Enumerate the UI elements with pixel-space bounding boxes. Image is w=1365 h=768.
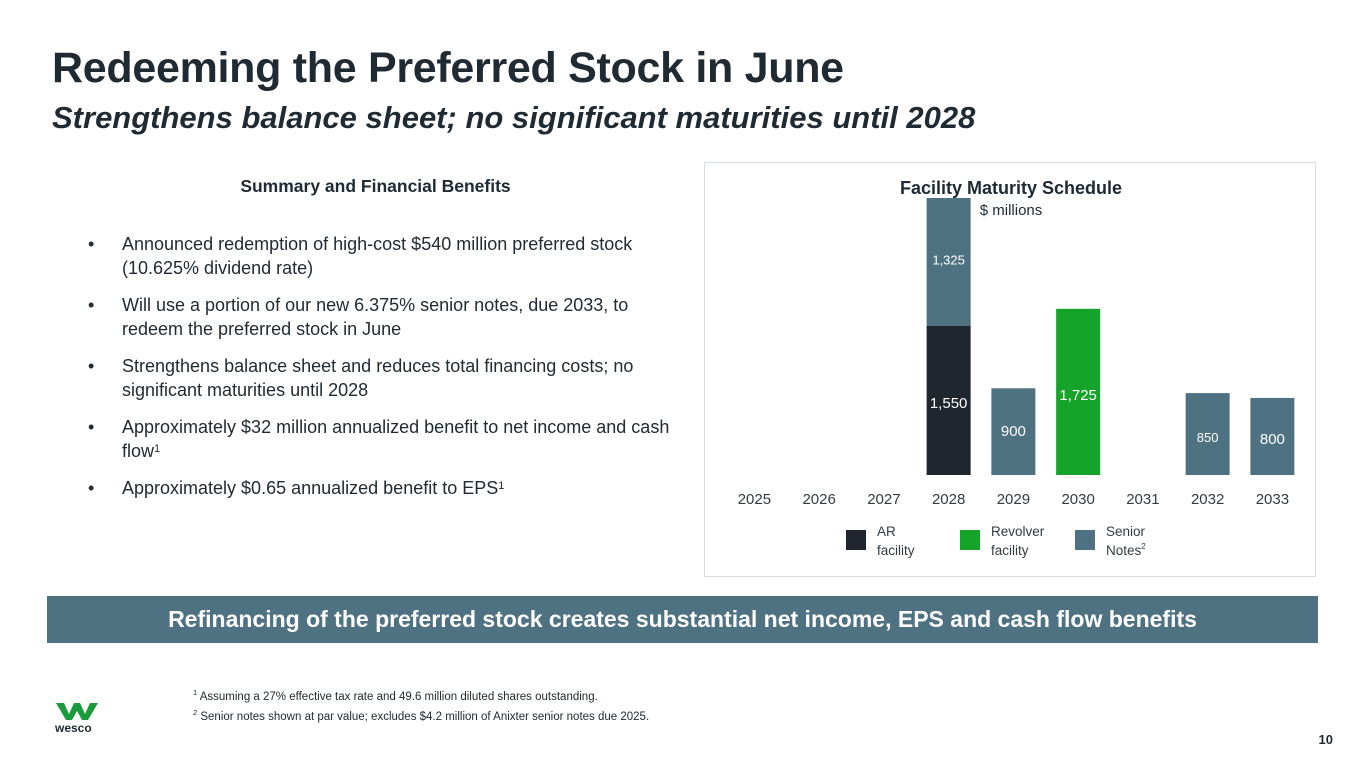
x-tick-label: 2029 bbox=[997, 491, 1030, 508]
x-tick-label: 2033 bbox=[1256, 491, 1289, 508]
footnote-marker: 1 bbox=[193, 688, 198, 697]
legend-label-line2-text: facility bbox=[877, 543, 915, 558]
legend-swatch-ar bbox=[846, 530, 866, 550]
bullet-marker: • bbox=[88, 478, 95, 498]
slide-subtitle: Strengthens balance sheet; no significan… bbox=[52, 100, 976, 135]
legend-label-line1: Revolver bbox=[991, 524, 1045, 539]
bullet-marker: • bbox=[88, 417, 95, 437]
x-tick-label: 2030 bbox=[1061, 491, 1094, 508]
x-tick-label: 2026 bbox=[802, 491, 835, 508]
legend-swatch-senior bbox=[1075, 530, 1095, 550]
x-tick-label: 2032 bbox=[1191, 491, 1224, 508]
x-tick-label: 2027 bbox=[867, 491, 900, 508]
legend-footnote-ref: 2 bbox=[1141, 542, 1146, 551]
slide-title: Redeeming the Preferred Stock in June bbox=[52, 44, 844, 92]
summary-heading: Summary and Financial Benefits bbox=[240, 176, 511, 196]
bullet-marker: • bbox=[88, 234, 95, 254]
bar-senior-2029 bbox=[991, 388, 1036, 475]
legend-label-line2: Notes2 bbox=[1106, 542, 1146, 558]
x-tick-label: 2025 bbox=[738, 491, 771, 508]
legend-label-line2: facility bbox=[991, 543, 1029, 558]
bar-senior-2033 bbox=[1250, 397, 1295, 475]
facility-maturity-chart-panel: Facility Maturity Schedule $ millions 2025… bbox=[704, 162, 1316, 577]
summary-bullet: • Approximately $0.65 annualized benefit … bbox=[88, 476, 678, 500]
bullet-text: Approximately $32 million annualized ben… bbox=[122, 417, 670, 461]
x-tick-label: 2028 bbox=[932, 491, 965, 508]
footnote-marker: 2 bbox=[193, 707, 198, 717]
chart-subtitle: $ millions bbox=[980, 202, 1043, 219]
data-label-senior-2029: 900 bbox=[1001, 423, 1026, 440]
legend-label-line1: Senior bbox=[1106, 524, 1146, 539]
facility-maturity-chart: Facility Maturity Schedule $ millions 2025… bbox=[738, 178, 1295, 558]
data-label-senior-2028: 1,325 bbox=[932, 252, 965, 267]
data-label-senior-2033: 800 bbox=[1260, 431, 1285, 448]
legend-label-line1: AR bbox=[877, 524, 896, 539]
bar-ar-2028 bbox=[926, 325, 971, 475]
summary-bullet: • Announced redemption of high-cost $540 … bbox=[88, 232, 678, 280]
legend-label-line2-text: Notes bbox=[1106, 543, 1142, 558]
x-tick-label: 2031 bbox=[1126, 491, 1159, 508]
footnote-text: Senior notes shown at par value; exclude… bbox=[197, 710, 650, 723]
data-label-ar-2028: 1,550 bbox=[930, 395, 968, 412]
footnotes: 1 Assuming a 27% effective tax rate and … bbox=[193, 685, 649, 725]
data-label-senior-2032: 850 bbox=[1197, 430, 1219, 445]
bullet-text: Strengthens balance sheet and reduces to… bbox=[122, 356, 634, 400]
footnote-ref: 1 bbox=[154, 443, 161, 455]
wesco-logo-text: wesco bbox=[55, 721, 92, 735]
footnote-ref: 1 bbox=[498, 480, 505, 492]
legend-swatch-revolver bbox=[960, 530, 980, 550]
summary-bullet: • Will use a portion of our new 6.375% se… bbox=[88, 293, 678, 341]
chart-title: Facility Maturity Schedule bbox=[900, 178, 1122, 198]
wesco-logo-icon bbox=[56, 703, 98, 720]
page-number: 10 bbox=[1318, 732, 1333, 747]
bullet-marker: • bbox=[88, 295, 95, 315]
banner-text: Refinancing of the preferred stock creat… bbox=[168, 606, 1197, 632]
summary-bullet: • Approximately $32 million annualized be… bbox=[88, 415, 678, 463]
summary-bullet-list: • Announced redemption of high-cost $540 … bbox=[88, 232, 678, 513]
bar-senior-2032 bbox=[1185, 393, 1230, 475]
bullet-text: Will use a portion of our new 6.375% sen… bbox=[122, 295, 629, 339]
bullet-text: Approximately $0.65 annualized benefit t… bbox=[122, 478, 499, 498]
bullet-marker: • bbox=[88, 356, 95, 376]
data-label-revolver-2030: 1,725 bbox=[1059, 387, 1097, 404]
bar-revolver-2030 bbox=[1056, 308, 1101, 475]
summary-bullet: • Strengthens balance sheet and reduces t… bbox=[88, 354, 678, 402]
legend-label-line2: facility bbox=[877, 543, 915, 558]
key-message-banner: Refinancing of the preferred stock creat… bbox=[47, 596, 1318, 643]
footnote: 1 Assuming a 27% effective tax rate and … bbox=[193, 685, 649, 705]
bullet-text: Announced redemption of high-cost $540 m… bbox=[122, 234, 633, 278]
bar-senior-2028 bbox=[926, 198, 971, 326]
footnote: 2 Senior notes shown at par value; exclu… bbox=[193, 705, 649, 725]
legend-label-line2-text: facility bbox=[991, 543, 1029, 558]
footnote-text: Assuming a 27% effective tax rate and 49… bbox=[197, 690, 598, 703]
